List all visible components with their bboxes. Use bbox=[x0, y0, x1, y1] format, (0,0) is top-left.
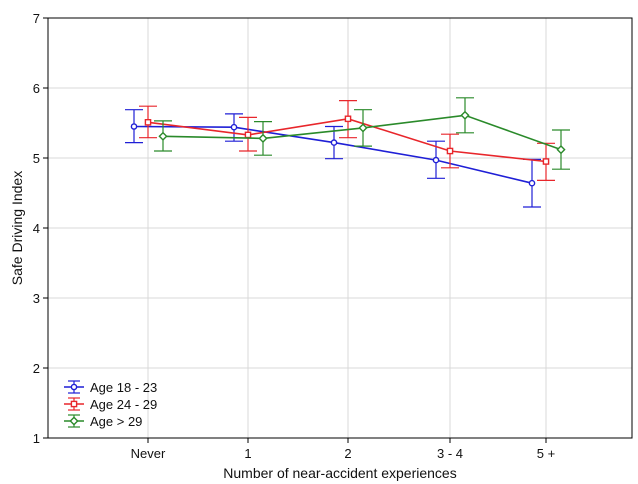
data-point bbox=[158, 131, 168, 141]
data-point bbox=[432, 156, 440, 164]
x-tick-label: 5 + bbox=[537, 446, 555, 461]
data-point bbox=[244, 131, 252, 139]
series-2 bbox=[139, 99, 555, 181]
legend-marker bbox=[70, 383, 78, 391]
x-tick-label: 1 bbox=[244, 446, 251, 461]
data-point bbox=[130, 123, 138, 130]
x-tick-label: 2 bbox=[344, 446, 351, 461]
data-point bbox=[460, 110, 470, 120]
data-point bbox=[230, 123, 238, 131]
series-1 bbox=[125, 109, 541, 208]
y-tick-label: 6 bbox=[33, 81, 40, 96]
x-tick-label: Never bbox=[131, 446, 166, 461]
data-point bbox=[556, 145, 566, 155]
series-line bbox=[147, 117, 547, 163]
series-line bbox=[133, 125, 533, 184]
x-axis-title: Number of near-accident experiences bbox=[223, 465, 456, 481]
y-tick-label: 5 bbox=[33, 151, 40, 166]
legend: Age 18 - 23 Age 24 - 29 Age > 29 bbox=[64, 380, 157, 429]
y-tick-label: 1 bbox=[33, 431, 40, 446]
legend-item: Age > 29 bbox=[64, 414, 142, 429]
legend-item: Age 18 - 23 bbox=[64, 380, 157, 395]
data-point bbox=[446, 147, 454, 155]
data-point bbox=[330, 139, 338, 146]
legend-label: Age 24 - 29 bbox=[90, 397, 157, 412]
series-layer bbox=[125, 97, 570, 208]
series-3 bbox=[154, 97, 570, 170]
y-tick-label: 2 bbox=[33, 361, 40, 376]
y-axis-title: Safe Driving Index bbox=[9, 171, 25, 285]
legend-marker bbox=[70, 400, 78, 408]
legend-item: Age 24 - 29 bbox=[64, 397, 157, 412]
data-point bbox=[528, 179, 536, 187]
x-tick-label: 3 - 4 bbox=[437, 446, 463, 461]
data-point bbox=[344, 115, 352, 123]
y-tick-label: 4 bbox=[33, 221, 40, 236]
y-tick-label: 3 bbox=[33, 291, 40, 306]
data-point bbox=[542, 158, 550, 165]
data-point bbox=[258, 133, 268, 143]
data-point bbox=[358, 123, 368, 133]
legend-label: Age > 29 bbox=[90, 414, 142, 429]
y-axis: 1 2 3 4 5 6 7 bbox=[33, 11, 48, 446]
legend-label: Age 18 - 23 bbox=[90, 380, 157, 395]
data-point bbox=[144, 118, 152, 126]
legend-marker bbox=[69, 416, 79, 426]
y-tick-label: 7 bbox=[33, 11, 40, 26]
x-axis: Never 1 2 3 - 4 5 + bbox=[131, 438, 555, 461]
grid-lines bbox=[48, 17, 632, 439]
